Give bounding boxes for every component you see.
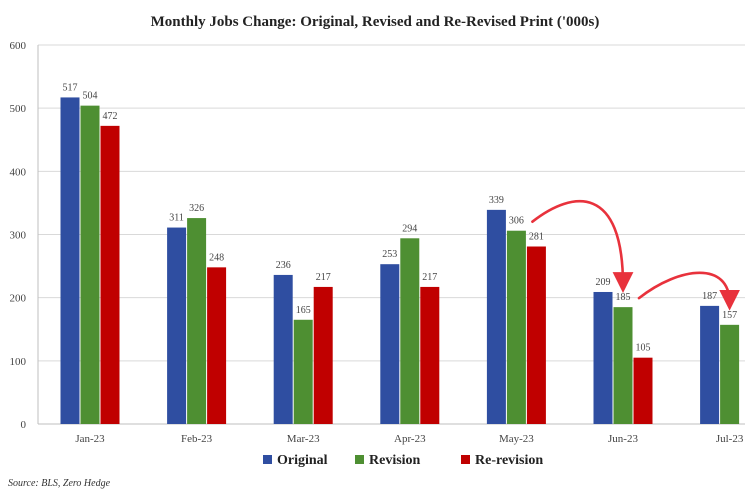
data-label-revision-jun-23: 185 (616, 292, 631, 303)
bars (60, 97, 740, 424)
x-tick-label-may-23: May-23 (499, 433, 534, 445)
bar-revision-jul-23 (720, 324, 740, 424)
data-label-re-revision-apr-23: 217 (422, 272, 437, 283)
bar-original-mar-23 (273, 274, 293, 424)
y-tick-label: 200 (10, 293, 27, 305)
legend-label-original: Original (277, 453, 328, 468)
data-label-revision-mar-23: 165 (296, 305, 311, 316)
bar-re-revision-mar-23 (313, 286, 333, 424)
y-tick-label: 0 (21, 419, 27, 431)
y-tick-label: 300 (10, 230, 27, 242)
y-tick-label: 500 (10, 103, 27, 115)
bar-re-revision-apr-23 (420, 286, 440, 424)
x-tick-label-mar-23: Mar-23 (287, 433, 320, 445)
legend-label-re-revision: Re-revision (475, 453, 543, 468)
data-label-revision-jul-23: 157 (722, 310, 737, 321)
bar-revision-apr-23 (400, 238, 420, 424)
bar-original-jul-23 (700, 305, 720, 424)
data-label-original-feb-23: 311 (169, 213, 184, 224)
x-tick-label-feb-23: Feb-23 (181, 433, 213, 445)
bar-revision-jan-23 (80, 105, 100, 424)
x-tick-label-jun-23: Jun-23 (608, 433, 638, 445)
bar-re-revision-feb-23 (207, 267, 227, 424)
y-tick-label: 400 (10, 166, 27, 178)
data-label-re-revision-may-23: 281 (529, 232, 544, 243)
legend-swatch-original (263, 455, 272, 464)
data-label-revision-jan-23: 504 (83, 91, 98, 102)
legend-label-revision: Revision (369, 453, 421, 468)
bar-original-feb-23 (167, 227, 187, 424)
data-label-original-jun-23: 209 (596, 277, 611, 288)
y-tick-label: 100 (10, 356, 27, 368)
bar-re-revision-jun-23 (633, 357, 653, 424)
data-label-re-revision-feb-23: 248 (209, 252, 224, 263)
data-label-re-revision-jun-23: 105 (636, 343, 651, 354)
x-axis: Jan-23 Feb-23 Mar-23 Apr-23 May-23 Jun-23 Jul-… (75, 433, 744, 445)
data-label-revision-may-23: 306 (509, 216, 524, 227)
bar-revision-jun-23 (613, 307, 633, 424)
data-label-original-mar-23: 236 (276, 260, 291, 271)
y-axis: 0 100 200 300 400 500 600 (10, 40, 39, 431)
bar-revision-mar-23 (293, 319, 313, 424)
x-tick-label-jul-23: Jul-23 (716, 433, 744, 445)
data-label-original-apr-23: 253 (382, 249, 397, 260)
chart-title: Monthly Jobs Change: Original, Revised a… (151, 14, 600, 30)
bar-re-revision-jan-23 (100, 125, 120, 424)
bar-original-jan-23 (60, 97, 80, 424)
legend-swatch-revision (355, 455, 364, 464)
bar-original-may-23 (486, 209, 506, 424)
x-tick-label-apr-23: Apr-23 (394, 433, 426, 445)
bar-revision-feb-23 (187, 218, 207, 424)
legend: Original Revision Re-revision (263, 453, 543, 468)
x-tick-label-jan-23: Jan-23 (75, 433, 105, 445)
data-label-re-revision-mar-23: 217 (316, 272, 331, 283)
data-label-re-revision-jan-23: 472 (103, 111, 118, 122)
y-tick-label: 600 (10, 40, 27, 52)
data-label-revision-apr-23: 294 (402, 223, 417, 234)
data-label-original-may-23: 339 (489, 195, 504, 206)
annotation-arrow-2 (637, 271, 740, 311)
bar-original-apr-23 (380, 264, 400, 424)
data-label-revision-feb-23: 326 (189, 203, 204, 214)
bar-revision-may-23 (506, 230, 526, 424)
data-label-original-jan-23: 517 (63, 82, 78, 93)
annotation-arrow-1 (531, 199, 634, 293)
bar-original-jun-23 (593, 291, 613, 424)
annotation-arrows (531, 199, 740, 311)
data-label-original-jul-23: 187 (702, 291, 717, 302)
bar-re-revision-may-23 (526, 246, 546, 424)
source-note: Source: BLS, Zero Hedge (8, 478, 111, 489)
legend-swatch-re-revision (461, 455, 470, 464)
data-labels: 517 504 472 311 326 248 236 165 217 253 294 217 339 3… (63, 82, 738, 353)
